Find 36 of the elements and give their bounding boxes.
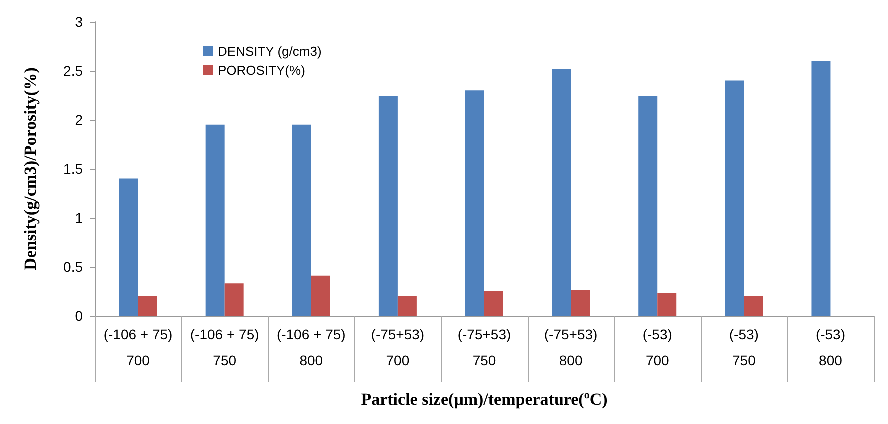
x-tick-label: (-106 + 75) 700 [104, 326, 173, 368]
bar [138, 296, 158, 316]
bar [484, 292, 504, 316]
bar [552, 69, 572, 316]
x-tick-label: (-75+53) 750 [458, 326, 512, 368]
bar [378, 96, 398, 316]
bar [638, 96, 658, 316]
x-tick-label: (-75+53) 800 [544, 326, 598, 368]
bar [812, 61, 831, 316]
x-tick-label: (-106 + 75) 800 [276, 326, 346, 368]
y-axis-title: Density(g/cm3)/Porosity(%) [21, 68, 40, 270]
bar [206, 124, 225, 316]
bar [398, 296, 417, 316]
x-tick-label: (-53) 700 [642, 326, 672, 368]
bar [744, 296, 764, 316]
y-tick-label: 2 [75, 112, 84, 128]
y-tick-label: 1 [75, 210, 84, 226]
y-tick-label: 0 [75, 308, 84, 324]
bar [224, 284, 244, 316]
y-tick-label: 2.5 [64, 63, 84, 79]
y-tick-label: 3 [75, 14, 84, 30]
x-tick-label: (-53) 750 [729, 326, 759, 368]
legend-label: DENSITY (g/cm3) [218, 44, 322, 59]
y-tick-label: 1.5 [64, 161, 84, 177]
bar [571, 290, 590, 316]
legend-label: POROSITY(%) [218, 63, 306, 78]
y-tick-label: 0.5 [64, 259, 84, 275]
bar [466, 90, 484, 316]
x-tick-label: (-53) 800 [816, 326, 846, 368]
x-tick-label: (-106 + 75) 750 [190, 326, 260, 368]
bar [311, 276, 330, 316]
bar [725, 80, 744, 316]
bar [119, 178, 138, 316]
x-tick-label: (-75+53) 700 [371, 326, 425, 368]
bar [292, 124, 312, 316]
bar [658, 293, 677, 316]
